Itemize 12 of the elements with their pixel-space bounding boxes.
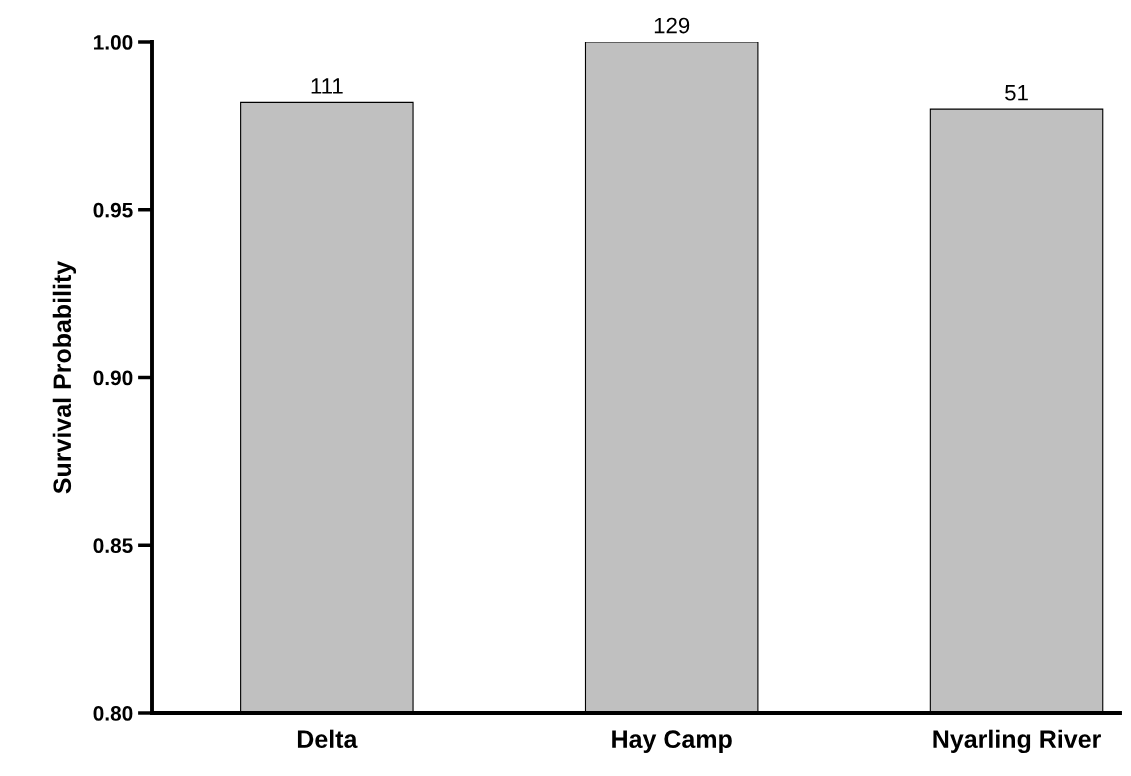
y-tick-label: 0.80 bbox=[93, 706, 133, 721]
x-tick-label: Hay Camp bbox=[612, 730, 732, 753]
y-axis-title: Survival Probability bbox=[52, 260, 77, 494]
annotation: 51 bbox=[1005, 85, 1028, 101]
x-tick-label: Nyarling River bbox=[933, 729, 1101, 754]
y-tick-label: 0.95 bbox=[93, 202, 133, 218]
y-tick-label: 0.90 bbox=[93, 370, 133, 386]
y-tick-label: 0.85 bbox=[93, 538, 133, 553]
annotation: 111 bbox=[311, 78, 343, 94]
annotation: 129 bbox=[654, 17, 690, 34]
x-tick-label: Delta bbox=[297, 729, 358, 749]
y-tick-label: 1.00 bbox=[94, 35, 133, 50]
